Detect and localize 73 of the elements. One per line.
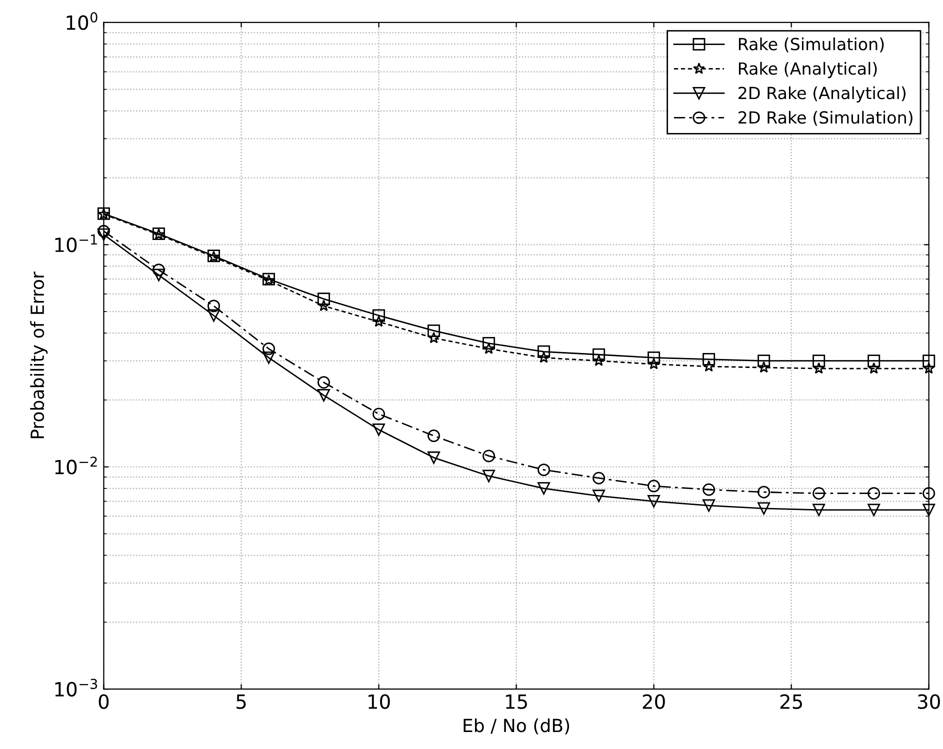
point	[868, 362, 880, 374]
point	[318, 300, 330, 312]
point	[868, 487, 880, 500]
point	[648, 351, 660, 364]
point	[538, 482, 550, 495]
point	[152, 268, 165, 282]
x-tick-label: 20	[642, 694, 665, 709]
point	[428, 430, 440, 442]
point	[482, 342, 495, 354]
x-tick-label: 0	[98, 694, 109, 709]
x-tick-label: 25	[780, 694, 802, 709]
point	[152, 264, 165, 276]
point	[207, 309, 220, 322]
x-tick-label: 15	[506, 694, 527, 709]
point	[758, 502, 770, 515]
point	[702, 483, 716, 496]
x-tick-label: 10	[368, 694, 390, 709]
point	[372, 309, 386, 322]
point	[592, 354, 605, 366]
point	[482, 337, 496, 350]
point	[318, 292, 330, 306]
point	[648, 358, 660, 370]
x-tick-label: 30	[918, 694, 940, 709]
point	[482, 470, 496, 482]
point	[538, 464, 550, 476]
point	[868, 504, 880, 516]
point	[97, 228, 110, 241]
point	[97, 224, 110, 238]
point	[482, 450, 496, 462]
point	[538, 345, 550, 358]
point	[592, 472, 606, 484]
point	[812, 487, 826, 500]
y-tick-label: 10$^{−1}$	[55, 234, 97, 252]
point	[758, 486, 770, 498]
point	[538, 351, 550, 363]
point	[702, 353, 716, 366]
point	[592, 490, 606, 502]
x-axis-title: Eb / No (dB)	[464, 718, 570, 734]
legend-label: 2D Rake (Analytical)	[738, 86, 906, 103]
point	[758, 361, 770, 373]
point	[812, 362, 825, 374]
point	[648, 495, 660, 508]
point	[922, 362, 935, 374]
x-tick-label: 5	[236, 694, 246, 709]
point	[428, 324, 440, 337]
point	[318, 389, 330, 402]
point	[428, 332, 440, 344]
point	[868, 354, 880, 368]
point	[372, 408, 386, 420]
point	[648, 480, 660, 492]
point	[262, 342, 276, 356]
point	[922, 354, 936, 368]
legend-label: 2D Rake (Simulation)	[738, 110, 912, 126]
point	[262, 351, 276, 364]
legend-label: Rake (Simulation)	[738, 37, 884, 52]
y-tick-label: 10$^{−3}$	[55, 678, 98, 697]
y-tick-label: 10$^{−2}$	[55, 456, 97, 474]
point	[428, 451, 440, 464]
y-tick-label: 10$^{0}$	[66, 12, 98, 30]
legend-label: Rake (Analytical)	[738, 62, 877, 78]
y-axis-title: Probability of Error	[30, 272, 48, 438]
point	[592, 348, 606, 361]
point	[372, 315, 385, 327]
point	[812, 354, 826, 368]
point	[318, 376, 330, 389]
point	[372, 423, 386, 436]
point	[922, 504, 936, 516]
point	[702, 499, 716, 512]
point	[812, 504, 826, 516]
point	[758, 354, 770, 368]
point	[207, 300, 220, 312]
point	[922, 487, 936, 500]
point	[702, 360, 715, 372]
